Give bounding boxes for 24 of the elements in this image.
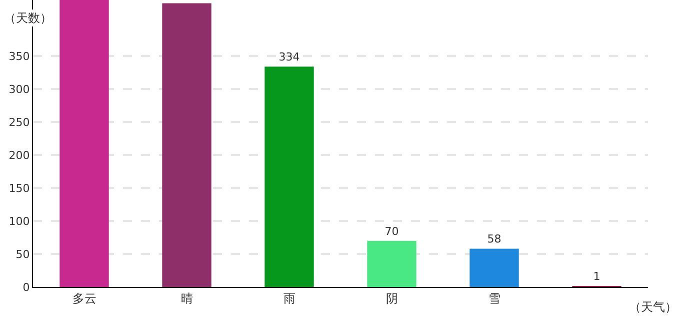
data-label: 334 <box>278 50 300 64</box>
y-tick-label: 100 <box>8 214 30 228</box>
y-tick-label: 300 <box>8 82 30 96</box>
y-tick-label: 200 <box>8 148 30 162</box>
y-tick-label: 350 <box>8 50 30 63</box>
y-axis-title: （天数） <box>4 11 52 25</box>
x-tick-label: 晴 <box>180 291 193 306</box>
y-tick-label: 150 <box>8 182 30 195</box>
data-label: 70 <box>384 224 399 238</box>
y-tick-label: 50 <box>16 248 30 261</box>
x-tick-label: 多云 <box>72 291 96 306</box>
y-tick-label: 0 <box>22 280 30 294</box>
bar <box>60 0 109 287</box>
x-tick-label: 阴 <box>386 291 398 306</box>
x-tick-label: 雪 <box>488 291 500 306</box>
bar <box>367 240 416 287</box>
x-axis-title: （天气） <box>629 300 677 314</box>
data-label: 58 <box>487 232 502 246</box>
data-label: 1 <box>593 270 600 283</box>
bar <box>470 248 519 287</box>
y-tick-label: 250 <box>8 116 30 129</box>
bar <box>264 66 314 287</box>
bar <box>162 3 212 287</box>
x-tick-label: 雨 <box>283 291 296 306</box>
